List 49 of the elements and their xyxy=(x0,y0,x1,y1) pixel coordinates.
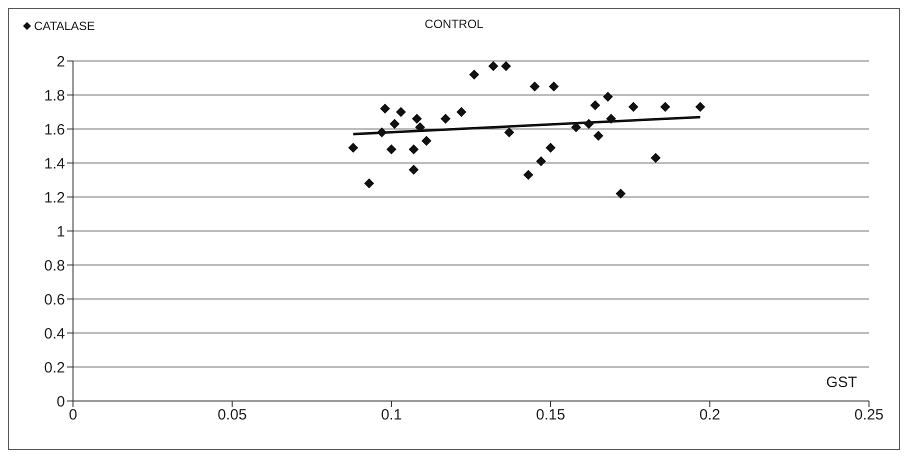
y-tick-label: 2 xyxy=(56,53,65,70)
x-tick-label: 0.1 xyxy=(380,406,402,424)
point xyxy=(546,142,556,153)
y-tick-label: 0.8 xyxy=(44,257,65,274)
point xyxy=(380,104,390,114)
point xyxy=(616,188,626,199)
point xyxy=(628,102,638,112)
y-tick-label: 0.6 xyxy=(44,291,65,308)
point xyxy=(660,102,670,112)
point xyxy=(396,107,406,117)
point xyxy=(440,114,451,124)
point xyxy=(536,156,546,166)
point xyxy=(501,61,512,72)
point xyxy=(348,142,358,153)
point xyxy=(695,102,706,112)
x-tick-label: 0.2 xyxy=(699,406,720,424)
x-tick-label: 0.15 xyxy=(536,406,566,424)
point xyxy=(590,100,600,110)
y-tick-label: 0.2 xyxy=(44,359,65,376)
y-tick-label: 1.8 xyxy=(44,87,65,104)
point xyxy=(421,136,432,146)
y-tick-label: 1.6 xyxy=(44,121,65,138)
point xyxy=(548,82,559,92)
point xyxy=(408,164,419,175)
legend-label: CATALASE xyxy=(33,19,95,33)
point xyxy=(650,152,661,163)
point xyxy=(386,144,396,154)
point xyxy=(390,118,400,129)
y-tick-label: 0.4 xyxy=(44,325,65,342)
y-tick-label: 1 xyxy=(56,223,65,240)
point xyxy=(530,82,540,92)
x-tick-label: 0.05 xyxy=(218,406,247,424)
x-tick-label: 0 xyxy=(68,406,78,424)
y-tick-label: 0 xyxy=(56,393,65,410)
y-tick-label: 1.2 xyxy=(44,189,65,206)
y-tick-label: 1.4 xyxy=(44,155,65,172)
point xyxy=(523,170,534,180)
point xyxy=(488,61,498,72)
point xyxy=(412,114,422,124)
x-axis-title: GST xyxy=(826,374,857,391)
point xyxy=(593,130,604,141)
point xyxy=(456,107,466,117)
point xyxy=(504,127,514,138)
point xyxy=(469,70,480,80)
x-tick-label: 0.25 xyxy=(854,406,884,424)
point xyxy=(602,92,613,102)
point xyxy=(408,144,419,154)
point xyxy=(364,178,374,188)
chart-title: CONTROL xyxy=(424,17,484,31)
